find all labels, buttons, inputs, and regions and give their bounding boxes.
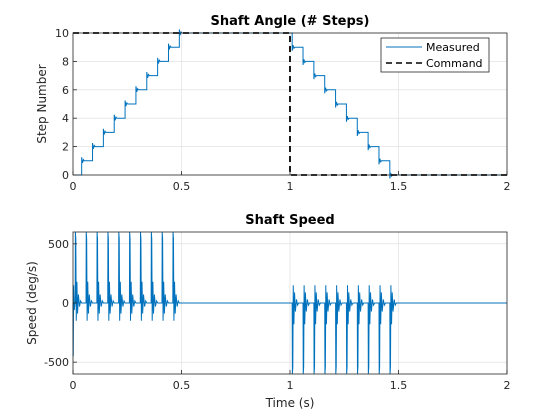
angle-ytick-label: 8 [62,55,69,68]
angle-axes: 0 0.5 1 1.5 2 0 2 4 6 8 10 Shaft Angle (# Steps) S… [35,14,511,193]
speed-series [72,231,507,375]
speed-series-line [72,231,507,375]
speed-xlabel: Time (s) [265,396,315,410]
legend-box [380,37,490,73]
angle-ytick-label: 2 [62,141,69,154]
angle-xtick-label: 1 [287,180,294,193]
angle-ytick-label: 4 [62,112,69,125]
speed-ytick-label: 0 [62,297,69,310]
speed-xtick-label: 1 [287,379,294,392]
angle-title: Shaft Angle (# Steps) [211,14,370,29]
angle-xtick-label: 0 [70,180,77,193]
angle-xtick-label: 1.5 [390,180,408,193]
legend-command-label: Command [426,57,483,70]
legend: Measured Command [380,37,490,73]
speed-ytick-label: 500 [48,238,69,251]
speed-xtick-label: 1.5 [390,379,408,392]
speed-xtick-label: 2 [504,379,511,392]
speed-title: Shaft Speed [245,213,334,228]
speed-ylabel: Speed (deg/s) [25,261,39,345]
angle-ticks: 0 0.5 1 1.5 2 0 2 4 6 8 10 [55,27,511,193]
legend-measured-label: Measured [426,41,480,54]
angle-ylabel: Step Number [35,64,49,143]
speed-xtick-label: 0.5 [173,379,191,392]
speed-xtick-label: 0 [70,379,77,392]
angle-ytick-label: 0 [62,169,69,182]
angle-xtick-label: 0.5 [173,180,191,193]
angle-ytick-label: 6 [62,84,69,97]
speed-ytick-label: -500 [44,356,69,369]
angle-xtick-label: 2 [504,180,511,193]
angle-ytick-label: 10 [55,27,69,40]
